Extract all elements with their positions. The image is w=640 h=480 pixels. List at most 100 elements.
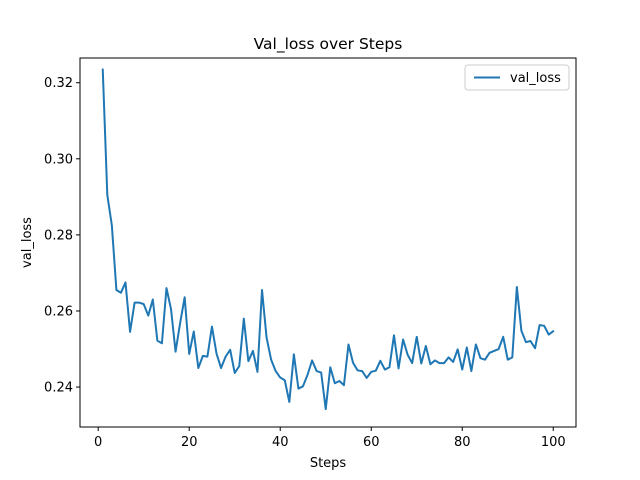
data-point bbox=[370, 371, 372, 373]
data-point bbox=[225, 356, 227, 358]
data-point bbox=[443, 362, 445, 364]
data-point bbox=[247, 360, 249, 362]
data-point bbox=[288, 401, 290, 403]
data-point bbox=[420, 362, 422, 365]
data-point bbox=[143, 303, 145, 305]
data-point bbox=[106, 194, 108, 196]
data-point bbox=[243, 317, 245, 320]
data-point bbox=[466, 346, 468, 349]
data-point bbox=[174, 351, 177, 353]
data-point bbox=[543, 325, 545, 327]
y-tick-label: 0.24 bbox=[44, 381, 73, 396]
data-point bbox=[134, 302, 136, 304]
data-point bbox=[120, 292, 122, 294]
data-point bbox=[147, 314, 149, 317]
data-point bbox=[393, 334, 395, 336]
data-point bbox=[316, 370, 318, 372]
data-point bbox=[111, 224, 113, 226]
data-point bbox=[375, 370, 377, 372]
data-point bbox=[206, 356, 209, 358]
data-point bbox=[338, 380, 340, 382]
data-point bbox=[538, 324, 541, 326]
data-point bbox=[229, 349, 231, 351]
data-point bbox=[534, 347, 536, 349]
data-point bbox=[384, 368, 386, 371]
data-point bbox=[197, 367, 199, 369]
data-point bbox=[329, 366, 331, 368]
data-point bbox=[402, 338, 404, 341]
data-point bbox=[416, 336, 418, 338]
x-axis-title: Steps bbox=[310, 456, 347, 471]
data-point bbox=[138, 302, 140, 304]
data-point bbox=[484, 359, 486, 361]
data-point bbox=[184, 296, 186, 298]
data-point bbox=[252, 350, 254, 352]
data-point bbox=[234, 372, 236, 374]
y-tick-label: 0.26 bbox=[44, 304, 73, 319]
data-point bbox=[261, 289, 263, 291]
plot-area-frame bbox=[79, 57, 577, 428]
x-tick-label: 100 bbox=[541, 435, 566, 450]
series-points bbox=[102, 68, 554, 410]
data-point bbox=[429, 363, 431, 365]
data-point bbox=[188, 353, 190, 355]
data-point bbox=[238, 365, 240, 367]
data-point bbox=[297, 387, 300, 390]
data-point bbox=[302, 385, 304, 387]
data-point bbox=[343, 384, 345, 386]
data-point bbox=[325, 408, 327, 410]
data-point bbox=[452, 361, 454, 363]
data-point bbox=[202, 355, 204, 357]
y-axis: 0.24 0.26 0.28 0.30 0.32 bbox=[44, 76, 80, 396]
data-point bbox=[434, 359, 436, 362]
data-point bbox=[366, 377, 368, 379]
data-point bbox=[411, 362, 413, 364]
data-point bbox=[407, 354, 409, 356]
data-point bbox=[156, 340, 158, 342]
data-point bbox=[161, 342, 163, 344]
data-point bbox=[293, 353, 295, 355]
data-point bbox=[129, 331, 131, 333]
data-point bbox=[347, 343, 350, 346]
data-point bbox=[306, 374, 309, 376]
x-tick-label: 60 bbox=[363, 435, 380, 450]
data-point bbox=[461, 368, 463, 371]
data-point bbox=[361, 370, 363, 372]
data-point bbox=[215, 352, 218, 355]
y-tick-label: 0.32 bbox=[44, 76, 73, 91]
data-point bbox=[334, 382, 336, 384]
data-point bbox=[170, 308, 172, 310]
y-axis-title: val_loss bbox=[20, 217, 35, 268]
data-point bbox=[256, 371, 259, 373]
data-point bbox=[320, 372, 322, 374]
x-tick-label: 40 bbox=[272, 435, 289, 450]
data-point bbox=[220, 367, 222, 369]
data-point bbox=[493, 350, 495, 352]
data-point bbox=[447, 356, 450, 358]
data-point bbox=[498, 348, 500, 350]
data-point bbox=[275, 370, 277, 372]
data-point bbox=[211, 325, 213, 328]
data-point bbox=[475, 343, 477, 346]
x-axis: 0 20 40 60 80 100 bbox=[94, 427, 566, 450]
data-point bbox=[479, 357, 482, 359]
data-point bbox=[124, 281, 127, 284]
x-tick-label: 20 bbox=[181, 435, 198, 450]
data-point bbox=[529, 340, 532, 342]
data-point bbox=[470, 370, 472, 372]
data-point bbox=[548, 333, 550, 336]
data-point bbox=[388, 366, 391, 368]
data-point bbox=[457, 348, 459, 350]
data-point bbox=[165, 287, 168, 289]
data-point bbox=[265, 337, 268, 339]
data-point bbox=[507, 359, 509, 361]
data-point bbox=[270, 359, 272, 361]
data-point bbox=[279, 376, 281, 379]
data-point bbox=[438, 362, 441, 364]
data-point bbox=[352, 362, 354, 364]
y-tick-label: 0.30 bbox=[44, 152, 73, 167]
data-point bbox=[102, 68, 104, 71]
data-point bbox=[115, 289, 118, 291]
series-line-val-loss bbox=[101, 68, 555, 411]
